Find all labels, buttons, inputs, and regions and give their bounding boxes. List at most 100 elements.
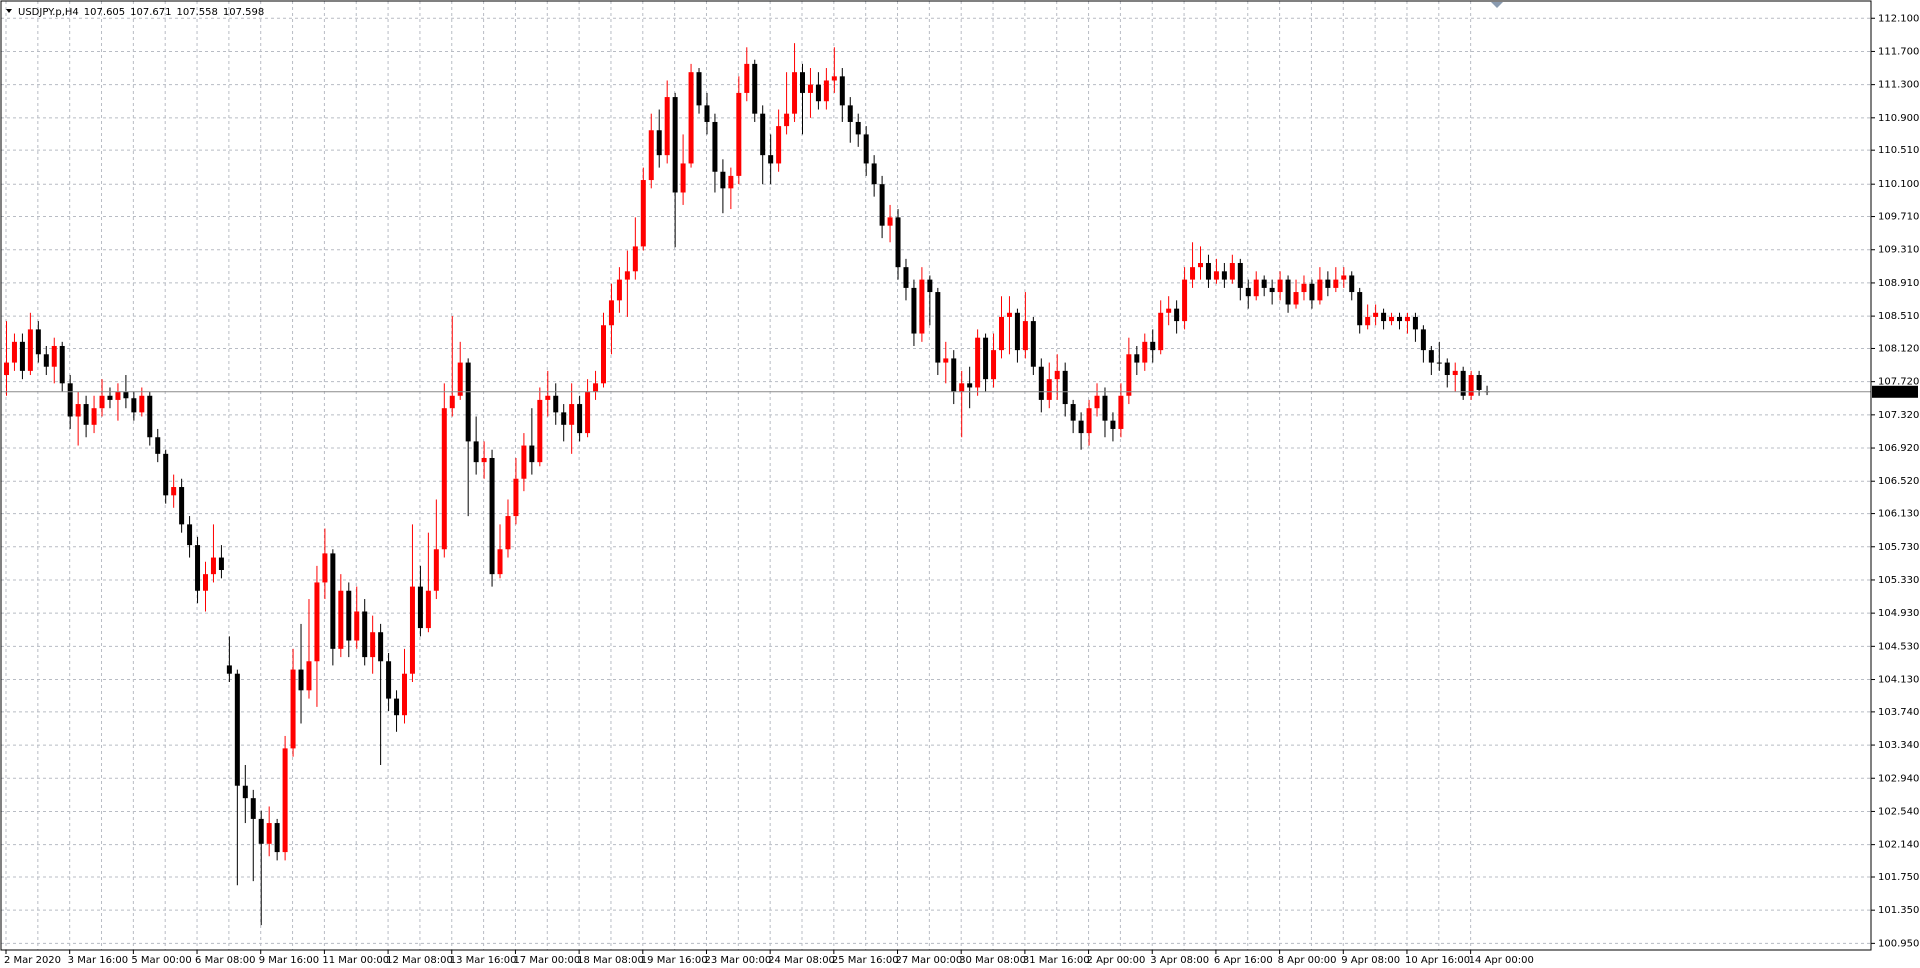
candle-body <box>1253 279 1259 297</box>
candle-body <box>505 516 511 550</box>
candle-body <box>346 590 352 641</box>
candle-body <box>800 72 805 93</box>
candle-body <box>171 487 177 496</box>
x-tick-label: 2 Mar 2020 <box>4 955 61 966</box>
candle-body <box>306 661 312 691</box>
x-tick-label: 13 Mar 16:00 <box>450 955 517 966</box>
y-tick-label: 104.930 <box>1878 608 1919 619</box>
candle-body <box>871 163 877 185</box>
candle-body <box>43 354 49 367</box>
candle-body <box>792 72 798 114</box>
candle-body <box>672 97 678 193</box>
candle-body <box>131 398 137 413</box>
candle-body <box>712 121 718 172</box>
y-tick-label: 103.340 <box>1878 740 1919 751</box>
y-tick-label: 103.740 <box>1878 707 1919 718</box>
candle-body <box>67 383 73 417</box>
candle-body <box>696 72 702 106</box>
candle-body <box>409 586 415 674</box>
x-tick-label: 23 Mar 00:00 <box>704 955 771 966</box>
chart-header: USDJPY.p,H4 107.605 107.671 107.558 107.598 <box>18 7 264 18</box>
candle-body <box>1341 275 1347 280</box>
candle-body <box>807 84 813 93</box>
candle-body <box>1094 395 1100 409</box>
candle-body <box>139 395 145 413</box>
candle-body <box>1110 420 1116 429</box>
y-tick-label: 108.120 <box>1878 343 1919 354</box>
candle-body <box>1452 370 1458 376</box>
candle-body <box>51 345 57 367</box>
y-tick-label: 110.100 <box>1878 179 1919 190</box>
candle-body <box>1237 263 1243 288</box>
y-tick-label: 102.540 <box>1878 806 1919 817</box>
y-tick-label: 105.730 <box>1878 542 1919 553</box>
candle-body <box>1349 275 1355 293</box>
candle-body <box>338 590 344 649</box>
candle-body <box>1038 366 1044 400</box>
candle-body <box>545 395 551 400</box>
candle-body <box>593 383 599 392</box>
candle-body <box>561 412 567 425</box>
candle-body <box>1134 354 1140 363</box>
x-tick-label: 5 Mar 00:00 <box>131 955 191 966</box>
candle-body <box>1062 370 1068 405</box>
candle-body <box>911 287 917 334</box>
candle-body <box>1205 263 1211 280</box>
y-tick-label: 102.940 <box>1878 773 1919 784</box>
candle-body <box>1102 395 1108 421</box>
candle-body <box>1365 316 1371 326</box>
shift-marker <box>1491 2 1503 8</box>
y-tick-label: 111.700 <box>1878 46 1919 57</box>
candle-body <box>919 279 925 334</box>
candle-body <box>744 63 750 93</box>
candle-body <box>370 632 376 658</box>
candle-body <box>203 574 208 591</box>
candle-body <box>107 395 113 400</box>
candle-body <box>1357 292 1363 326</box>
x-tick-label: 27 Mar 00:00 <box>896 955 963 966</box>
candle-body <box>1054 370 1060 380</box>
candle-body <box>823 80 829 102</box>
candle-body <box>234 673 240 786</box>
candle-body <box>927 279 933 293</box>
ohlc-value: 107.598 <box>223 7 264 18</box>
x-tick-label: 18 Mar 08:00 <box>577 955 644 966</box>
x-tick-label: 17 Mar 00:00 <box>513 955 580 966</box>
x-tick-label: 30 Mar 08:00 <box>959 955 1026 966</box>
candle-body <box>664 97 670 156</box>
candle-body <box>935 292 941 363</box>
candle-body <box>608 300 614 326</box>
candle-body <box>354 611 360 641</box>
ohlc-value: 107.671 <box>130 7 171 18</box>
candle-body <box>147 395 153 438</box>
candle-body <box>242 785 248 799</box>
candle-body <box>513 478 519 517</box>
candle-body <box>720 171 726 189</box>
candle-body <box>521 445 527 479</box>
x-tick-label: 31 Mar 16:00 <box>1023 955 1090 966</box>
candle-body <box>83 404 89 425</box>
y-tick-label: 107.720 <box>1878 377 1919 388</box>
candle-body <box>322 553 328 583</box>
candle-body <box>1030 321 1036 367</box>
current-price-box <box>1872 385 1918 398</box>
candle-body <box>1412 316 1418 330</box>
candle-body <box>1269 287 1275 293</box>
ohlc-value: 107.605 <box>84 7 125 18</box>
candle-body <box>1404 316 1410 322</box>
candle-body <box>394 698 400 716</box>
candle-body <box>991 350 997 380</box>
candle-body <box>1309 283 1315 301</box>
candle-body <box>290 669 296 749</box>
candle-body <box>855 121 861 135</box>
candle-body <box>1245 287 1251 297</box>
candle-body <box>298 669 304 691</box>
y-tick-label: 108.910 <box>1878 278 1919 289</box>
candle-body <box>1444 362 1450 376</box>
candle-body <box>274 823 280 853</box>
candle-body <box>831 76 837 81</box>
candle-body <box>839 76 845 106</box>
y-tick-label: 106.520 <box>1878 476 1919 487</box>
candle-body <box>983 337 989 380</box>
